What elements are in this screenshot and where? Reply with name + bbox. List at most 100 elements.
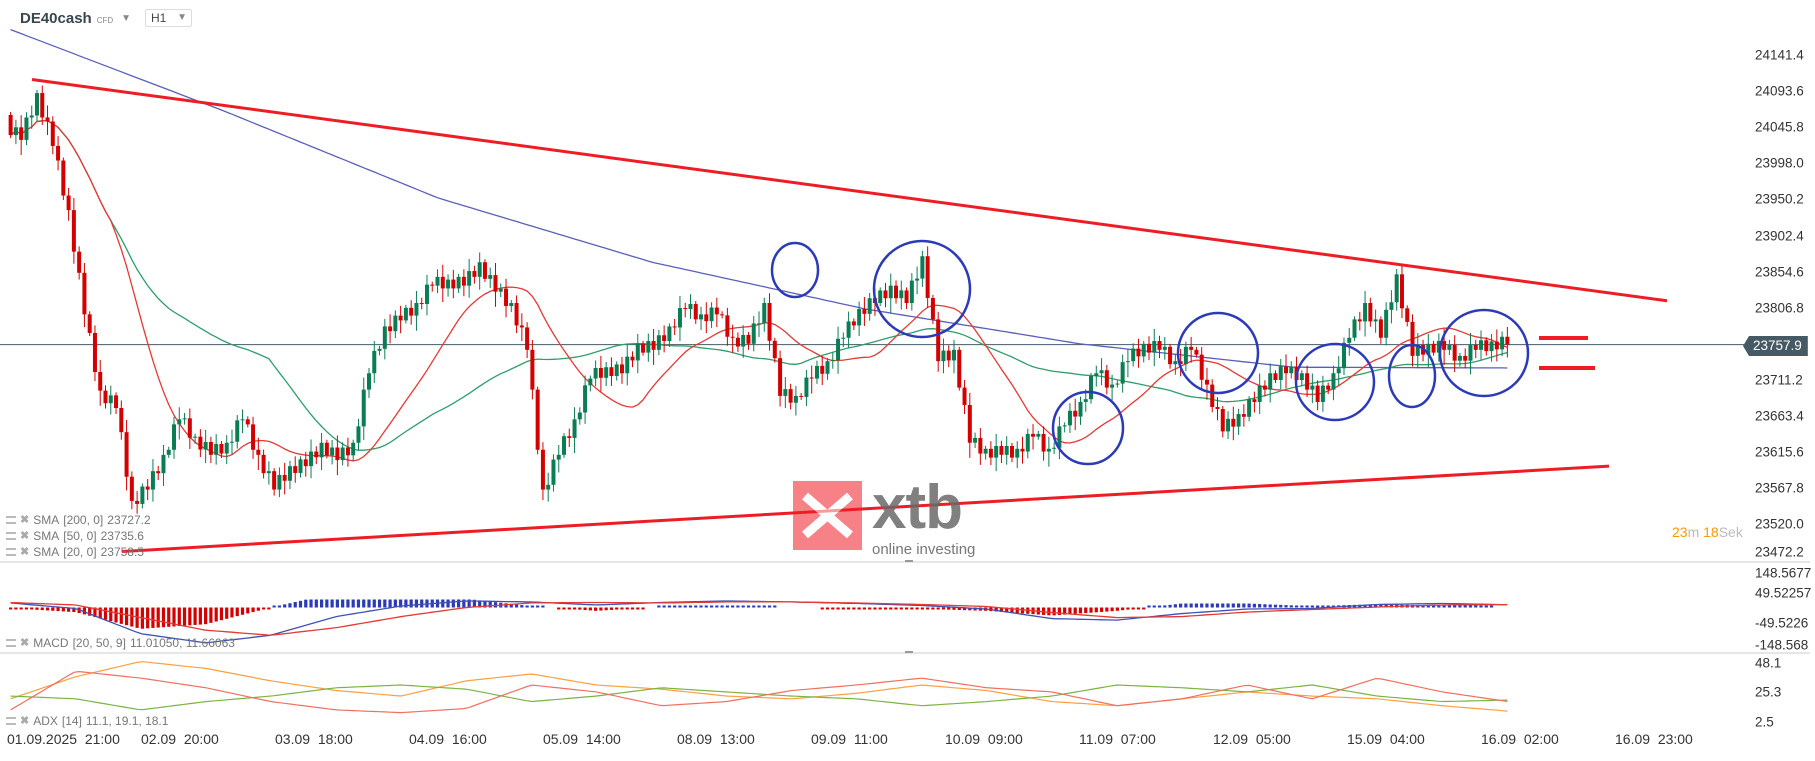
candle[interactable] <box>382 326 387 349</box>
candle[interactable] <box>1500 336 1505 350</box>
candle[interactable] <box>1020 448 1025 452</box>
close-icon[interactable]: ✖ <box>20 715 30 727</box>
candle[interactable] <box>788 389 793 403</box>
candle[interactable] <box>1247 399 1252 417</box>
candle[interactable] <box>256 449 261 455</box>
candle[interactable] <box>756 323 762 325</box>
candle[interactable] <box>1199 354 1204 380</box>
candle[interactable] <box>793 395 798 403</box>
candle[interactable] <box>245 419 250 425</box>
candle[interactable] <box>641 343 646 353</box>
candle[interactable] <box>1036 433 1041 437</box>
candle[interactable] <box>562 436 567 455</box>
candle[interactable] <box>1025 433 1030 452</box>
candle[interactable] <box>377 348 382 351</box>
candle[interactable] <box>1252 399 1257 402</box>
candle[interactable] <box>419 303 424 305</box>
candle[interactable] <box>40 93 45 118</box>
candle[interactable] <box>978 437 983 454</box>
candle[interactable] <box>229 441 234 443</box>
candle[interactable] <box>894 285 899 299</box>
candle[interactable] <box>309 451 314 467</box>
candle[interactable] <box>150 471 155 490</box>
candle[interactable] <box>920 256 925 279</box>
annotation-circle[interactable] <box>872 239 972 339</box>
candle[interactable] <box>593 367 598 379</box>
candle[interactable] <box>577 412 582 420</box>
timeframe-select[interactable]: H1 ▼ <box>145 9 192 27</box>
legend-adx[interactable]: ✖ ADX [14] 11.1, 19.1, 18.1 <box>6 714 168 728</box>
annotation-circle[interactable] <box>1176 311 1260 395</box>
candle[interactable] <box>1494 341 1499 350</box>
candle[interactable] <box>1031 433 1036 437</box>
candle[interactable] <box>92 332 97 372</box>
candle[interactable] <box>251 424 256 450</box>
candle[interactable] <box>857 309 862 326</box>
candle[interactable] <box>224 442 229 454</box>
candle[interactable] <box>883 290 888 299</box>
candle[interactable] <box>646 341 651 353</box>
candle[interactable] <box>24 117 29 140</box>
candle[interactable] <box>240 419 245 421</box>
candle[interactable] <box>799 395 804 397</box>
candle[interactable] <box>1373 319 1378 322</box>
candle[interactable] <box>1231 418 1236 427</box>
candle[interactable] <box>751 323 756 344</box>
settings-icon[interactable] <box>6 639 16 647</box>
candle[interactable] <box>356 426 361 443</box>
candle[interactable] <box>498 288 503 292</box>
candle[interactable] <box>1141 343 1146 357</box>
candle[interactable] <box>1110 384 1115 388</box>
candle[interactable] <box>725 315 730 337</box>
candle[interactable] <box>1125 361 1130 363</box>
candle[interactable] <box>488 275 493 279</box>
candle[interactable] <box>878 290 883 304</box>
candle[interactable] <box>1183 346 1188 365</box>
candle[interactable] <box>161 454 166 474</box>
candle[interactable] <box>398 315 403 321</box>
candle[interactable] <box>361 389 366 427</box>
candle[interactable] <box>625 356 630 374</box>
candle[interactable] <box>119 407 124 433</box>
candle[interactable] <box>1041 433 1046 452</box>
candle[interactable] <box>477 262 482 277</box>
candle[interactable] <box>820 365 825 374</box>
legend-sma200[interactable]: ✖ SMA [200, 0] 23727.2 <box>6 513 151 527</box>
candle[interactable] <box>1173 361 1178 365</box>
candle[interactable] <box>135 500 140 504</box>
candle[interactable] <box>1384 309 1389 338</box>
trendline-resistance[interactable] <box>31 77 1668 303</box>
close-icon[interactable]: ✖ <box>20 530 30 542</box>
candle[interactable] <box>293 466 298 473</box>
candle[interactable] <box>208 441 213 455</box>
settings-icon[interactable] <box>6 532 16 540</box>
candle[interactable] <box>1484 340 1489 352</box>
candle[interactable] <box>1104 370 1109 388</box>
candle[interactable] <box>50 121 55 146</box>
candle[interactable] <box>514 303 519 326</box>
candle[interactable] <box>1389 302 1394 310</box>
candle[interactable] <box>493 275 498 292</box>
candle[interactable] <box>930 297 935 320</box>
candle[interactable] <box>851 321 856 326</box>
candle[interactable] <box>1215 406 1220 410</box>
candle[interactable] <box>867 298 872 314</box>
candle[interactable] <box>156 471 161 474</box>
candle[interactable] <box>1057 426 1062 448</box>
candle[interactable] <box>1052 447 1057 449</box>
legend-sma20[interactable]: ✖ SMA [20, 0] 23758.5 <box>6 545 144 559</box>
settings-icon[interactable] <box>6 717 16 725</box>
candle[interactable] <box>1273 373 1278 381</box>
candle[interactable] <box>973 437 978 443</box>
trendline-support[interactable] <box>121 464 1610 553</box>
candle[interactable] <box>1009 446 1014 458</box>
candle[interactable] <box>1146 343 1151 353</box>
candle[interactable] <box>1326 385 1331 390</box>
settings-icon[interactable] <box>6 516 16 524</box>
candle[interactable] <box>235 420 240 442</box>
candle[interactable] <box>1442 341 1447 350</box>
candle[interactable] <box>1463 355 1468 361</box>
chevron-down-icon[interactable]: ▼ <box>177 12 187 23</box>
candle[interactable] <box>730 336 735 338</box>
candle[interactable] <box>66 195 71 211</box>
